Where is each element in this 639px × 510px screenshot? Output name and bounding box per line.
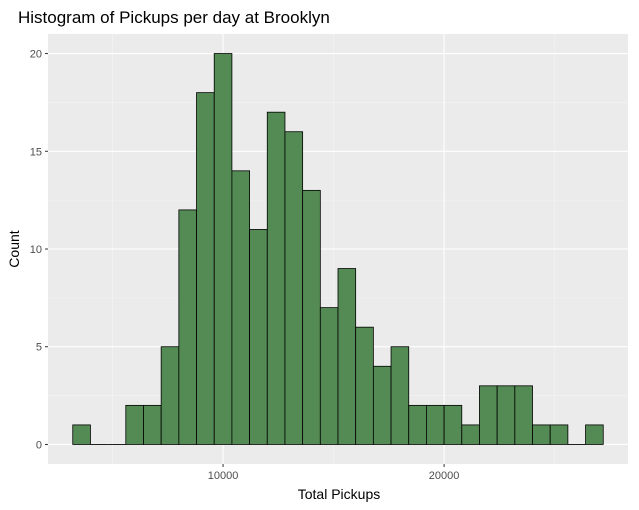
histogram-bar xyxy=(266,111,286,445)
y-tick-label: 5 xyxy=(36,342,42,354)
histogram-bar xyxy=(319,307,339,445)
histogram-bar xyxy=(479,385,498,445)
x-axis-label: Total Pickups xyxy=(298,486,380,502)
histogram-bar xyxy=(496,385,516,445)
histogram-bar xyxy=(72,424,91,445)
histogram-bar xyxy=(231,170,250,445)
chart-title: Histogram of Pickups per day at Brooklyn xyxy=(18,8,330,27)
histogram-bar xyxy=(426,404,445,445)
histogram-bar xyxy=(408,404,427,445)
histogram-bar xyxy=(355,326,374,445)
histogram-bar xyxy=(125,404,144,445)
histogram-bar xyxy=(390,346,410,445)
y-tick-label: 0 xyxy=(36,439,42,451)
y-tick-label: 10 xyxy=(30,244,42,256)
histogram-bar xyxy=(178,209,197,445)
histogram-bar xyxy=(372,365,392,445)
histogram-bar xyxy=(284,131,304,445)
y-axis-label: Count xyxy=(6,230,22,267)
histogram-bar xyxy=(443,404,463,445)
histogram-bar xyxy=(461,424,480,445)
histogram-bar xyxy=(143,404,162,445)
histogram-bar xyxy=(160,346,180,445)
histogram-bars xyxy=(72,53,604,445)
histogram-bar xyxy=(213,53,233,445)
y-tick-label: 20 xyxy=(30,49,42,61)
histogram-bar xyxy=(302,189,321,445)
histogram-bar xyxy=(549,424,569,445)
y-axis-ticks: 0 5 10 15 20 xyxy=(30,49,48,451)
histogram-bar xyxy=(585,424,604,445)
x-axis-ticks: 10000 20000 xyxy=(208,464,460,482)
histogram-bar xyxy=(532,424,551,445)
histogram-bar xyxy=(337,268,357,445)
histogram-bar xyxy=(514,385,533,445)
histogram-bar xyxy=(249,229,268,445)
histogram-bar xyxy=(196,92,215,445)
x-tick-label: 10000 xyxy=(208,470,239,482)
y-tick-label: 15 xyxy=(30,146,42,158)
x-tick-label: 20000 xyxy=(429,470,460,482)
